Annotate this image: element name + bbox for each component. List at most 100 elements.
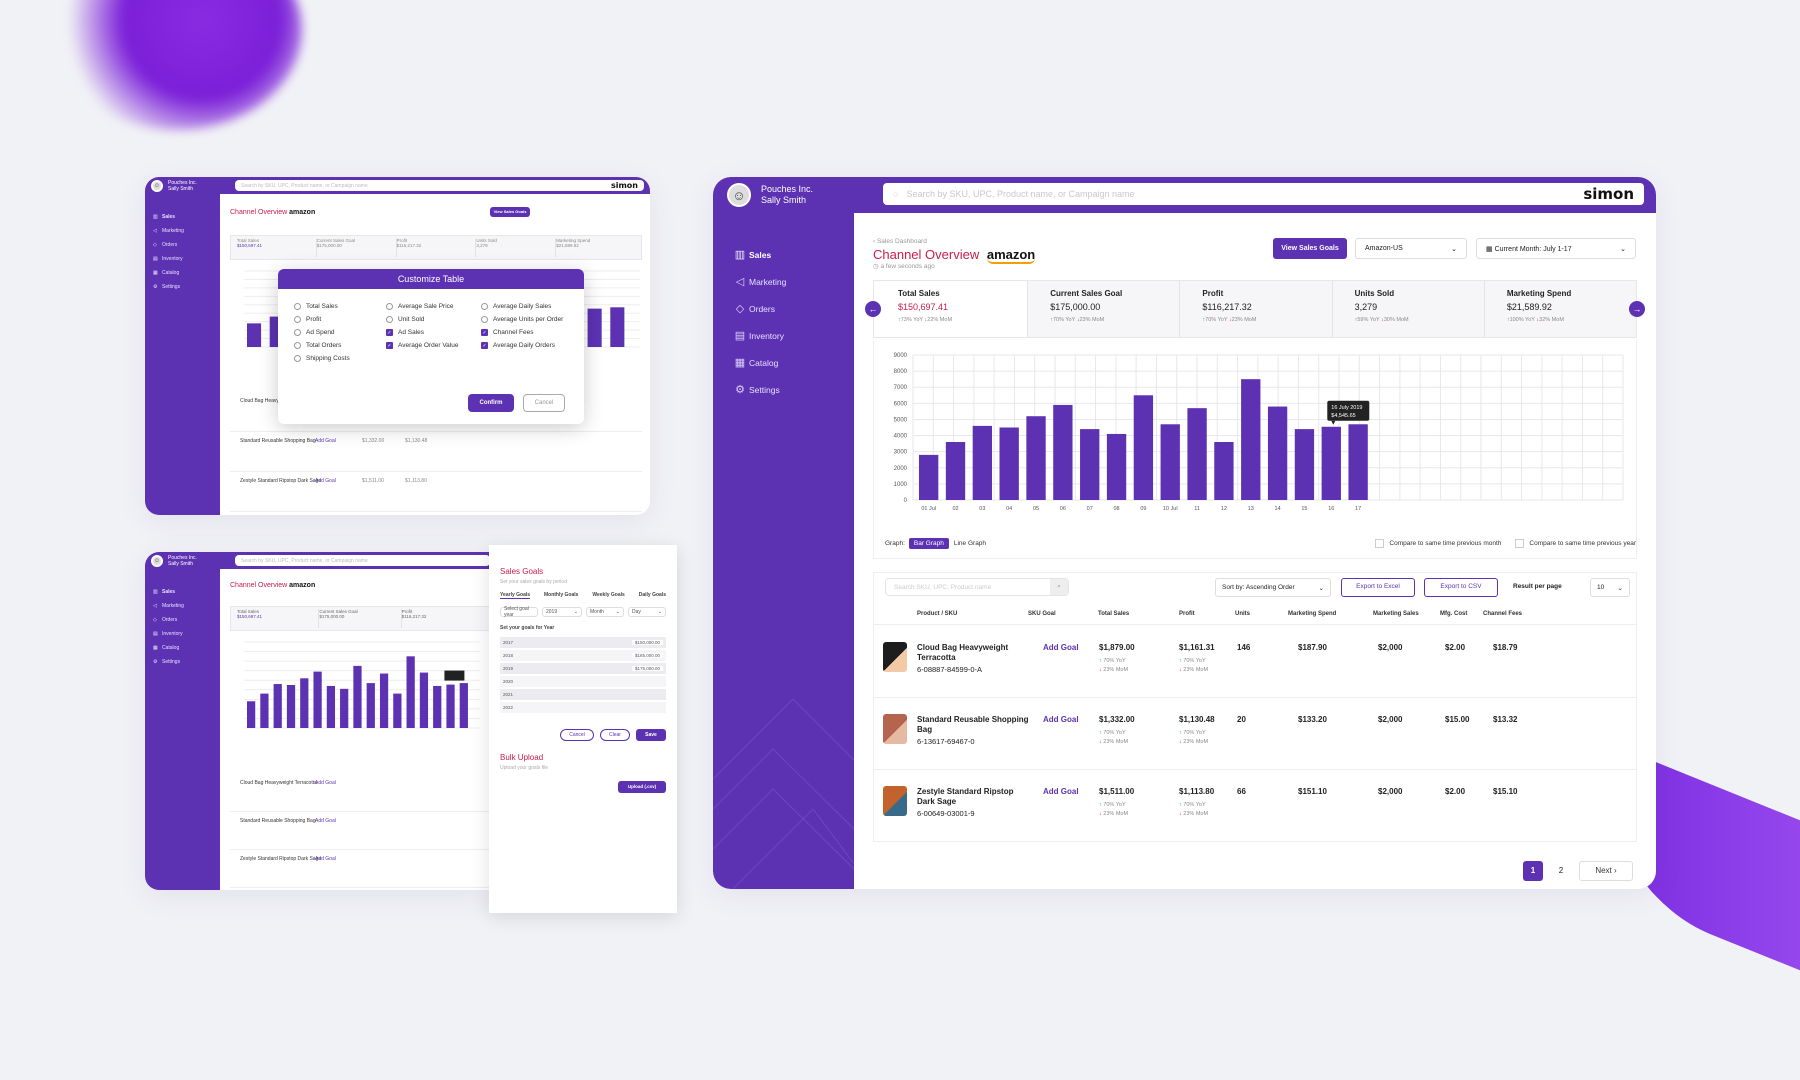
add-goal-link[interactable]: Add Goal xyxy=(1043,715,1079,724)
year-select[interactable]: 2019 ⌄ xyxy=(542,607,582,617)
chart-bar[interactable] xyxy=(945,442,966,500)
chart-bar[interactable] xyxy=(1080,429,1100,500)
nav-item-orders[interactable]: ◇ Orders xyxy=(153,613,220,627)
nav-item-marketing[interactable]: ◁ Marketing xyxy=(153,599,220,613)
chart-bar[interactable] xyxy=(1133,395,1154,500)
add-goal-link[interactable]: Add Goal xyxy=(315,856,336,862)
nav-item-settings[interactable]: ⚙ Settings xyxy=(731,376,854,403)
goal-amount[interactable]: $165,000.00 xyxy=(631,653,663,658)
column-option[interactable]: Average Sale Price xyxy=(386,303,481,310)
column-option[interactable]: ✓ Ad Sales xyxy=(386,329,481,336)
chart-bar[interactable] xyxy=(999,427,1019,501)
nav-item-settings[interactable]: ⚙ Settings xyxy=(153,280,220,294)
search-input[interactable]: Search by SKU, UPC, Product name, or Cam… xyxy=(235,555,490,566)
marketplace-select[interactable]: Amazon-US ⌄ xyxy=(1355,238,1467,259)
goals-save-button[interactable]: Save xyxy=(636,729,666,741)
column-option[interactable]: Unit Sold xyxy=(386,316,481,323)
nav-item-orders[interactable]: ◇ Orders xyxy=(731,295,854,322)
confirm-button[interactable]: Confirm xyxy=(468,394,514,412)
nav-item-inventory[interactable]: ▤ Inventory xyxy=(731,322,854,349)
table-row[interactable]: Cloud Bag Heavyweight Terracotta 6-08887-… xyxy=(873,626,1637,698)
goal-year-row[interactable]: 2018 $165,000.00 xyxy=(500,650,666,661)
column-option[interactable]: Total Orders xyxy=(294,342,386,349)
nav-item-catalog[interactable]: ▦ Catalog xyxy=(731,349,854,376)
page-1-button[interactable]: 1 xyxy=(1523,861,1543,881)
column-option[interactable]: Total Sales xyxy=(294,303,386,310)
nav-item-orders[interactable]: ◇ Orders xyxy=(153,238,220,252)
export-excel-button[interactable]: Export to Excel xyxy=(1341,578,1415,597)
checkbox[interactable] xyxy=(481,316,488,323)
checkbox[interactable] xyxy=(294,329,301,336)
line-graph-toggle[interactable]: Line Graph xyxy=(953,539,987,547)
goal-year-row[interactable]: 2019 $175,000.00 xyxy=(500,663,666,674)
checkbox[interactable] xyxy=(294,355,301,362)
nav-item-settings[interactable]: ⚙ Settings xyxy=(153,655,220,669)
add-goal-link[interactable]: Add Goal xyxy=(1043,643,1079,652)
chart-bar[interactable] xyxy=(1106,433,1127,500)
nav-item-marketing[interactable]: ◁ Marketing xyxy=(731,268,854,295)
add-goal-link[interactable]: Add Goal xyxy=(315,478,336,484)
next-page-button[interactable]: Next › xyxy=(1579,861,1633,881)
add-goal-link[interactable]: Add Goal xyxy=(1043,787,1079,796)
goal-year-row[interactable]: 2022 xyxy=(500,702,666,713)
tab-monthly[interactable]: Monthly Goals xyxy=(543,592,579,598)
cancel-button[interactable]: Cancel xyxy=(523,394,565,412)
checkbox[interactable]: ✓ xyxy=(481,342,488,349)
nav-item-marketing[interactable]: ◁ Marketing xyxy=(153,224,220,238)
chart-bar[interactable] xyxy=(972,425,993,500)
table-row[interactable]: Zestyle Standard Ripstop Dark Sage 6-0064… xyxy=(873,770,1637,842)
export-csv-button[interactable]: Export to CSV xyxy=(1424,578,1498,597)
nav-item-inventory[interactable]: ▤ Inventory xyxy=(153,252,220,266)
nav-item-sales[interactable]: ▥ Sales xyxy=(153,585,220,599)
column-option[interactable]: Average Units per Order xyxy=(481,316,576,323)
goal-year-row[interactable]: 2020 xyxy=(500,676,666,687)
chart-bar[interactable] xyxy=(1214,442,1234,500)
chart-bar[interactable] xyxy=(919,454,939,500)
goals-cancel-button[interactable]: Cancel xyxy=(560,729,594,741)
column-option[interactable]: ✓ Channel Fees xyxy=(481,329,576,336)
checkbox[interactable]: ✓ xyxy=(386,342,393,349)
month-select[interactable]: Month ⌄ xyxy=(586,607,624,617)
kpi-next-button[interactable]: → xyxy=(1629,301,1645,317)
checkbox[interactable] xyxy=(294,316,301,323)
checkbox[interactable] xyxy=(294,303,301,310)
chart-bar[interactable] xyxy=(1267,406,1288,500)
chart-bar[interactable] xyxy=(1321,426,1341,500)
nav-item-catalog[interactable]: ▦ Catalog xyxy=(153,266,220,280)
nav-item-catalog[interactable]: ▦ Catalog xyxy=(153,641,220,655)
chart-bar[interactable] xyxy=(1294,429,1315,500)
chart-bar[interactable] xyxy=(1026,416,1046,500)
chart-bar[interactable] xyxy=(1187,408,1207,500)
compare-month-checkbox[interactable] xyxy=(1375,538,1385,548)
sort-select[interactable]: Sort by: Ascending Order ⌄ xyxy=(1215,578,1331,597)
nav-item-inventory[interactable]: ▤ Inventory xyxy=(153,627,220,641)
tab-daily[interactable]: Daily Goals xyxy=(638,592,666,598)
search-input[interactable]: ○ Search by SKU, UPC, Product name, or C… xyxy=(883,183,1644,205)
goal-amount[interactable]: $150,000.00 xyxy=(631,640,663,645)
column-option[interactable]: ✓ Average Daily Orders xyxy=(481,342,576,349)
view-goals-button[interactable]: View Sales Goals xyxy=(490,207,530,217)
checkbox[interactable] xyxy=(386,303,393,310)
per-page-select[interactable]: 10 ⌄ xyxy=(1590,578,1630,597)
breadcrumb[interactable]: ‹ Sales Dashboard xyxy=(873,238,927,245)
goal-year-row[interactable]: 2017 $150,000.00 xyxy=(500,637,666,648)
goals-clear-button[interactable]: Clear xyxy=(600,729,630,741)
goal-year-row[interactable]: 2021 xyxy=(500,689,666,700)
column-option[interactable]: ✓ Average Order Value xyxy=(386,342,481,349)
day-select[interactable]: Day ⌄ xyxy=(628,607,666,617)
column-option[interactable]: Ad Spend xyxy=(294,329,386,336)
checkbox[interactable] xyxy=(481,303,488,310)
add-goal-link[interactable]: Add Goal xyxy=(315,438,336,444)
column-option[interactable]: Average Daily Sales xyxy=(481,303,576,310)
search-input[interactable]: Search by SKU, UPC, Product name, or Cam… xyxy=(235,180,644,191)
bar-graph-toggle[interactable]: Bar Graph xyxy=(908,537,949,549)
chart-bar[interactable] xyxy=(1053,404,1073,500)
chart-bar[interactable] xyxy=(1241,379,1261,500)
goal-amount[interactable]: $175,000.00 xyxy=(631,666,663,671)
checkbox[interactable]: ✓ xyxy=(386,329,393,336)
nav-item-sales[interactable]: ▥ Sales xyxy=(153,210,220,224)
checkbox[interactable] xyxy=(294,342,301,349)
chart-bar[interactable] xyxy=(1160,424,1180,500)
page-2-button[interactable]: 2 xyxy=(1558,866,1564,875)
period-select[interactable]: ▦ Current Month: July 1-17 ⌄ xyxy=(1476,238,1636,259)
